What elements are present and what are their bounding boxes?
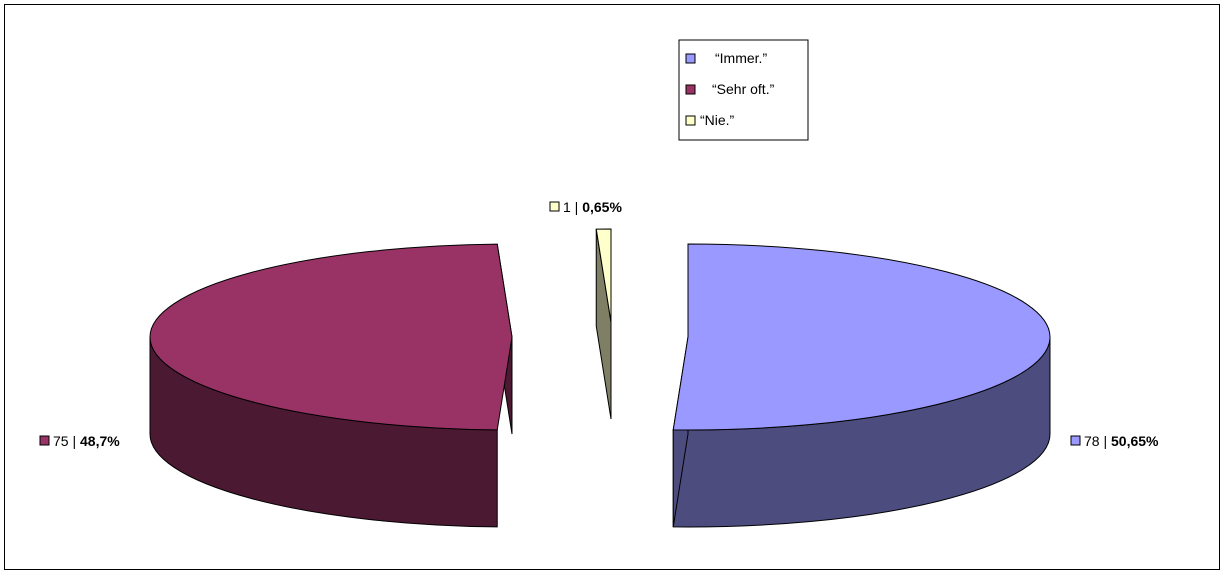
legend-box (678, 39, 809, 141)
slice-immer (672, 243, 1051, 528)
slice-top-sehr-oft (149, 243, 513, 431)
slice-nie (595, 228, 612, 420)
data-label-nie: 1 | 0,65% (549, 199, 622, 215)
legend-swatch-sehr-oft (685, 84, 696, 95)
data-label-text-nie: 1 | 0,65% (563, 199, 622, 215)
slices-group (149, 228, 1051, 528)
slice-top-immer (672, 243, 1051, 431)
legend-label-sehr-oft: “Sehr oft.” (712, 81, 775, 97)
data-label-immer: 78 | 50,65% (1070, 433, 1159, 449)
legend-label-immer: “Immer.” (715, 50, 767, 66)
legend-swatch-immer (685, 53, 696, 64)
data-label-swatch-nie (549, 201, 560, 212)
slice-top-nie (595, 228, 612, 323)
slice-sehr-oft (149, 243, 513, 528)
legend-label-nie: “Nie.” (700, 112, 735, 128)
legend-swatch-nie (685, 115, 696, 126)
data-label-text-sehr-oft: 75 | 48,7% (53, 433, 120, 449)
data-label-swatch-sehr-oft (39, 435, 50, 446)
legend: “Immer.” “Sehr oft.” “Nie.” (678, 39, 809, 141)
labels-group: 78 | 50,65% 75 | 48,7% 1 | 0,65% (39, 199, 1159, 449)
data-label-sehr-oft: 75 | 48,7% (39, 433, 120, 449)
data-label-swatch-immer (1070, 435, 1081, 446)
data-label-text-immer: 78 | 50,65% (1084, 433, 1159, 449)
